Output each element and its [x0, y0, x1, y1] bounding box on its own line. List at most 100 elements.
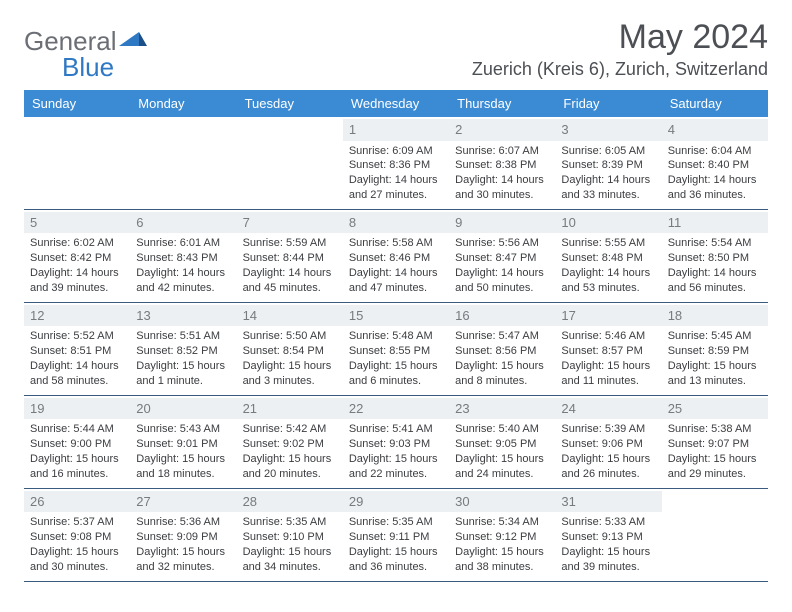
sunrise-line: Sunrise: 5:37 AM [30, 515, 124, 530]
sunrise-line: Sunrise: 5:35 AM [243, 515, 337, 530]
sunrise-line: Sunrise: 5:55 AM [561, 236, 655, 251]
sunrise-line: Sunrise: 5:34 AM [455, 515, 549, 530]
day-cell: 14Sunrise: 5:50 AMSunset: 8:54 PMDayligh… [237, 303, 343, 395]
week-row: 1Sunrise: 6:09 AMSunset: 8:36 PMDaylight… [24, 117, 768, 210]
day-cell [130, 117, 236, 209]
day-number: 15 [343, 305, 449, 327]
sunset-line: Sunset: 9:12 PM [455, 530, 549, 545]
day-number: 8 [343, 212, 449, 234]
daylight-line: Daylight: 15 hours and 20 minutes. [243, 452, 337, 482]
sunrise-line: Sunrise: 5:36 AM [136, 515, 230, 530]
day-cell: 17Sunrise: 5:46 AMSunset: 8:57 PMDayligh… [555, 303, 661, 395]
daylight-line: Daylight: 14 hours and 53 minutes. [561, 266, 655, 296]
daylight-line: Daylight: 15 hours and 38 minutes. [455, 545, 549, 575]
day-cell: 15Sunrise: 5:48 AMSunset: 8:55 PMDayligh… [343, 303, 449, 395]
day-cell: 21Sunrise: 5:42 AMSunset: 9:02 PMDayligh… [237, 396, 343, 488]
day-cell: 30Sunrise: 5:34 AMSunset: 9:12 PMDayligh… [449, 489, 555, 581]
day-cell: 7Sunrise: 5:59 AMSunset: 8:44 PMDaylight… [237, 210, 343, 302]
sunset-line: Sunset: 8:50 PM [668, 251, 762, 266]
sunset-line: Sunset: 8:52 PM [136, 344, 230, 359]
day-cell: 20Sunrise: 5:43 AMSunset: 9:01 PMDayligh… [130, 396, 236, 488]
day-cell: 3Sunrise: 6:05 AMSunset: 8:39 PMDaylight… [555, 117, 661, 209]
sunset-line: Sunset: 9:06 PM [561, 437, 655, 452]
dow-header: Wednesday [343, 90, 449, 117]
sunrise-line: Sunrise: 6:04 AM [668, 144, 762, 159]
daylight-line: Daylight: 15 hours and 1 minute. [136, 359, 230, 389]
day-number: 2 [449, 119, 555, 141]
sunrise-line: Sunrise: 5:35 AM [349, 515, 443, 530]
daylight-line: Daylight: 15 hours and 8 minutes. [455, 359, 549, 389]
day-number: 1 [343, 119, 449, 141]
day-number: 18 [662, 305, 768, 327]
sunset-line: Sunset: 8:56 PM [455, 344, 549, 359]
day-number [130, 119, 236, 141]
sunrise-line: Sunrise: 6:05 AM [561, 144, 655, 159]
location: Zuerich (Kreis 6), Zurich, Switzerland [472, 59, 768, 80]
daylight-line: Daylight: 15 hours and 34 minutes. [243, 545, 337, 575]
daylight-line: Daylight: 15 hours and 11 minutes. [561, 359, 655, 389]
day-cell [662, 489, 768, 581]
day-number: 5 [24, 212, 130, 234]
day-number: 4 [662, 119, 768, 141]
title-block: May 2024 Zuerich (Kreis 6), Zurich, Swit… [472, 18, 768, 80]
sunrise-line: Sunrise: 6:07 AM [455, 144, 549, 159]
day-number: 20 [130, 398, 236, 420]
day-cell: 28Sunrise: 5:35 AMSunset: 9:10 PMDayligh… [237, 489, 343, 581]
day-number: 24 [555, 398, 661, 420]
month-title: May 2024 [472, 18, 768, 57]
day-number [662, 491, 768, 513]
day-cell: 23Sunrise: 5:40 AMSunset: 9:05 PMDayligh… [449, 396, 555, 488]
sunset-line: Sunset: 9:09 PM [136, 530, 230, 545]
sunrise-line: Sunrise: 5:48 AM [349, 329, 443, 344]
sunset-line: Sunset: 8:39 PM [561, 158, 655, 173]
sunrise-line: Sunrise: 5:38 AM [668, 422, 762, 437]
daylight-line: Daylight: 14 hours and 47 minutes. [349, 266, 443, 296]
daylight-line: Daylight: 15 hours and 32 minutes. [136, 545, 230, 575]
day-cell: 16 Sunrise: 5:47 AMSunset: 8:56 PMDayligh… [449, 303, 555, 395]
dow-header: Thursday [449, 90, 555, 117]
sunset-line: Sunset: 8:40 PM [668, 158, 762, 173]
day-cell [237, 117, 343, 209]
sunrise-line: Sunrise: 5:46 AM [561, 329, 655, 344]
sunrise-line: Sunrise: 5:43 AM [136, 422, 230, 437]
sunrise-line: Sunrise: 5:42 AM [243, 422, 337, 437]
day-number: 16 [449, 305, 555, 327]
brand-logo: GeneralBlue [24, 28, 147, 80]
day-cell: 10Sunrise: 5:55 AMSunset: 8:48 PMDayligh… [555, 210, 661, 302]
sunset-line: Sunset: 8:44 PM [243, 251, 337, 266]
daylight-line: Daylight: 14 hours and 58 minutes. [30, 359, 124, 389]
daylight-line: Daylight: 15 hours and 39 minutes. [561, 545, 655, 575]
sunrise-line: Sunrise: 5:47 AM [455, 329, 549, 344]
day-cell: 5Sunrise: 6:02 AMSunset: 8:42 PMDaylight… [24, 210, 130, 302]
sunset-line: Sunset: 8:38 PM [455, 158, 549, 173]
sunset-line: Sunset: 8:42 PM [30, 251, 124, 266]
sunset-line: Sunset: 8:36 PM [349, 158, 443, 173]
day-number: 22 [343, 398, 449, 420]
sunset-line: Sunset: 8:43 PM [136, 251, 230, 266]
day-number: 21 [237, 398, 343, 420]
sunset-line: Sunset: 9:07 PM [668, 437, 762, 452]
sunrise-line: Sunrise: 5:56 AM [455, 236, 549, 251]
sunset-line: Sunset: 8:55 PM [349, 344, 443, 359]
day-number: 6 [130, 212, 236, 234]
daylight-line: Daylight: 15 hours and 18 minutes. [136, 452, 230, 482]
day-number: 7 [237, 212, 343, 234]
sunset-line: Sunset: 9:13 PM [561, 530, 655, 545]
header: GeneralBlue May 2024 Zuerich (Kreis 6), … [24, 18, 768, 80]
day-cell: 9Sunrise: 5:56 AMSunset: 8:47 PMDaylight… [449, 210, 555, 302]
day-cell: 4 Sunrise: 6:04 AMSunset: 8:40 PMDaylight… [662, 117, 768, 209]
sunset-line: Sunset: 9:10 PM [243, 530, 337, 545]
day-number [237, 119, 343, 141]
day-number: 25 [662, 398, 768, 420]
sunrise-line: Sunrise: 5:39 AM [561, 422, 655, 437]
sunset-line: Sunset: 9:05 PM [455, 437, 549, 452]
dow-header: Saturday [662, 90, 768, 117]
dow-header: Tuesday [237, 90, 343, 117]
day-number: 29 [343, 491, 449, 513]
daylight-line: Daylight: 14 hours and 33 minutes. [561, 173, 655, 203]
daylight-line: Daylight: 14 hours and 56 minutes. [668, 266, 762, 296]
day-number: 11 [662, 212, 768, 234]
daylight-line: Daylight: 14 hours and 36 minutes. [668, 173, 762, 203]
day-cell: 1Sunrise: 6:09 AMSunset: 8:36 PMDaylight… [343, 117, 449, 209]
day-cell: 11Sunrise: 5:54 AMSunset: 8:50 PMDayligh… [662, 210, 768, 302]
